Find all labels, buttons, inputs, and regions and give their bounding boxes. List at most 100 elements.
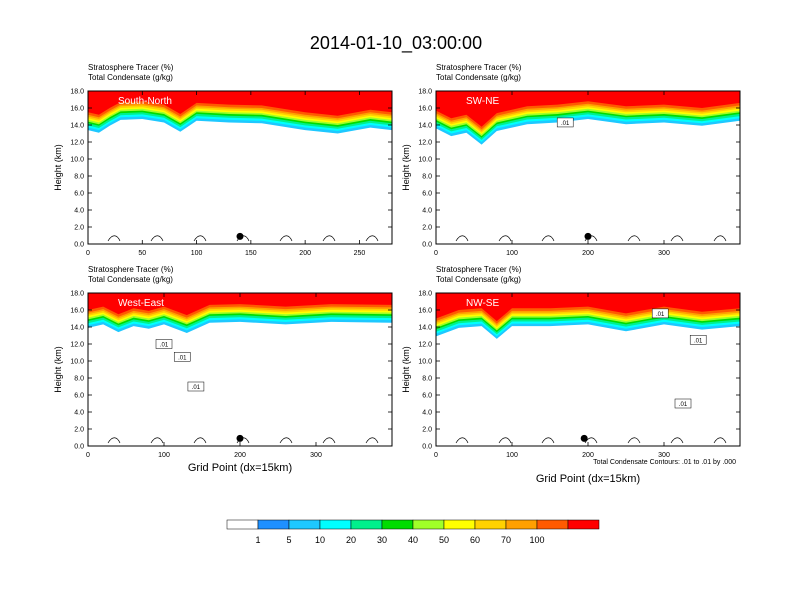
x-axis-title-right: Grid Point (dx=15km) [536, 473, 640, 485]
x-tick-label: 300 [310, 452, 322, 459]
colorbar-label: 40 [408, 535, 418, 545]
x-tick-label: 50 [138, 250, 146, 257]
x-tick-label: 200 [582, 452, 594, 459]
condensate-contours [455, 437, 727, 444]
y-tick-label: 12.0 [418, 342, 432, 349]
colorbar-box [226, 519, 259, 530]
contour-label-box [556, 117, 574, 128]
y-tick-label: 12.0 [418, 140, 432, 147]
contour-label: .01 [694, 338, 703, 344]
y-tick-label: 16.0 [418, 308, 432, 315]
contour-label-box [674, 398, 692, 409]
y-tick-label: 18.0 [418, 291, 432, 298]
colorbar-box [505, 519, 538, 530]
colorbar-box [443, 519, 476, 530]
left-string-2: Total Condensate (g/kg) [88, 73, 173, 82]
y-tick-label: 18.0 [70, 291, 84, 298]
colorbar-label: 10 [315, 535, 325, 545]
contour-label: .01 [178, 355, 187, 361]
y-tick-label: 4.0 [422, 208, 432, 215]
x-tick-label: 200 [234, 452, 246, 459]
contour-label-box [689, 335, 707, 345]
colorbar-box [474, 519, 507, 530]
location-marker [580, 434, 588, 442]
panel-2: .01 0.0 2.0 4.0 6.0 8.0 10.0 12.0 14.0 16.0 18.0 0 1… [401, 63, 741, 257]
x-axis-title-left: Grid Point (dx=15km) [188, 462, 292, 474]
panel-label: South-North [118, 96, 172, 107]
left-string-2: Total Condensate (g/kg) [436, 73, 521, 82]
plot-frame [87, 90, 393, 245]
panel-1: 0.0 2.0 4.0 6.0 8.0 10.0 12.0 14.0 16.0 18.0 0 50 10… [53, 63, 393, 257]
panel-3: .01 .01 .01 0.0 2.0 4.0 6.0 8.0 10.0 12.0 14.0 16.0… [53, 265, 393, 459]
colorbar-box [350, 519, 383, 530]
colorbar-label: 30 [377, 535, 387, 545]
contour-label: .01 [656, 312, 665, 318]
y-tick-label: 0.0 [422, 444, 432, 451]
x-tick-label: 200 [299, 250, 311, 257]
colorbar-label: 70 [501, 535, 511, 545]
y-tick-label: 8.0 [74, 376, 84, 383]
left-string-1: Stratosphere Tracer (%) [88, 63, 174, 72]
colorbar-label: 60 [470, 535, 480, 545]
x-tick-label: 100 [191, 250, 203, 257]
y-tick-label: 2.0 [74, 225, 84, 232]
y-tick-label: 14.0 [418, 325, 432, 332]
colorbar-box [257, 519, 290, 530]
left-string-2: Total Condensate (g/kg) [436, 275, 521, 284]
colorbar-label: 1 [255, 535, 260, 545]
y-axis-title: Height (km) [401, 346, 411, 393]
x-tick-label: 100 [506, 250, 518, 257]
figure-title: 2014-01-10_03:00:00 [310, 33, 482, 54]
x-tick-label: 0 [434, 250, 438, 257]
location-marker [236, 434, 244, 442]
left-string-2: Total Condensate (g/kg) [88, 275, 173, 284]
y-tick-label: 10.0 [418, 157, 432, 164]
colorbar-label: 5 [286, 535, 291, 545]
y-tick-label: 8.0 [422, 174, 432, 181]
y-tick-label: 0.0 [422, 242, 432, 249]
contour-label: .01 [160, 343, 169, 349]
x-tick-label: 0 [86, 250, 90, 257]
y-tick-label: 0.0 [74, 444, 84, 451]
y-tick-label: 2.0 [422, 225, 432, 232]
y-tick-label: 18.0 [70, 89, 84, 96]
x-tick-label: 300 [658, 250, 670, 257]
contour-label-box [173, 352, 191, 362]
y-tick-label: 6.0 [422, 191, 432, 198]
left-string-1: Stratosphere Tracer (%) [436, 265, 522, 274]
x-tick-label: 150 [245, 250, 257, 257]
colorbar-box [288, 519, 321, 530]
y-tick-label: 10.0 [70, 359, 84, 366]
y-tick-label: 14.0 [70, 325, 84, 332]
colorbar-box [567, 519, 600, 530]
contour-info-note: Total Condensate Contours: .01 to .01 by… [593, 459, 736, 466]
panel-label: NW-SE [466, 298, 499, 309]
panel-label: West-East [118, 298, 164, 309]
y-tick-label: 16.0 [418, 106, 432, 113]
colorbar-label: 100 [529, 535, 544, 545]
y-axis-title: Height (km) [53, 144, 63, 191]
y-tick-label: 14.0 [418, 123, 432, 130]
y-tick-label: 2.0 [74, 427, 84, 434]
x-tick-label: 100 [506, 452, 518, 459]
contour-label: .01 [679, 402, 688, 408]
left-string-1: Stratosphere Tracer (%) [436, 63, 522, 72]
x-tick-label: 100 [158, 452, 170, 459]
y-tick-label: 4.0 [422, 410, 432, 417]
contour-label-box [155, 339, 173, 349]
x-tick-label: 0 [86, 452, 90, 459]
y-axis-title: Height (km) [53, 346, 63, 393]
colorbar-box [381, 519, 414, 530]
location-marker [584, 232, 592, 240]
y-tick-label: 16.0 [70, 106, 84, 113]
y-tick-label: 8.0 [74, 174, 84, 181]
panel-label: SW-NE [466, 96, 499, 107]
tracer-shading [88, 293, 392, 333]
y-tick-label: 14.0 [70, 123, 84, 130]
colorbar: 1 5 10 20 30 40 50 60 70 100 [226, 519, 600, 545]
contour-label: .01 [561, 121, 570, 127]
y-tick-label: 6.0 [74, 191, 84, 198]
x-tick-label: 0 [434, 452, 438, 459]
